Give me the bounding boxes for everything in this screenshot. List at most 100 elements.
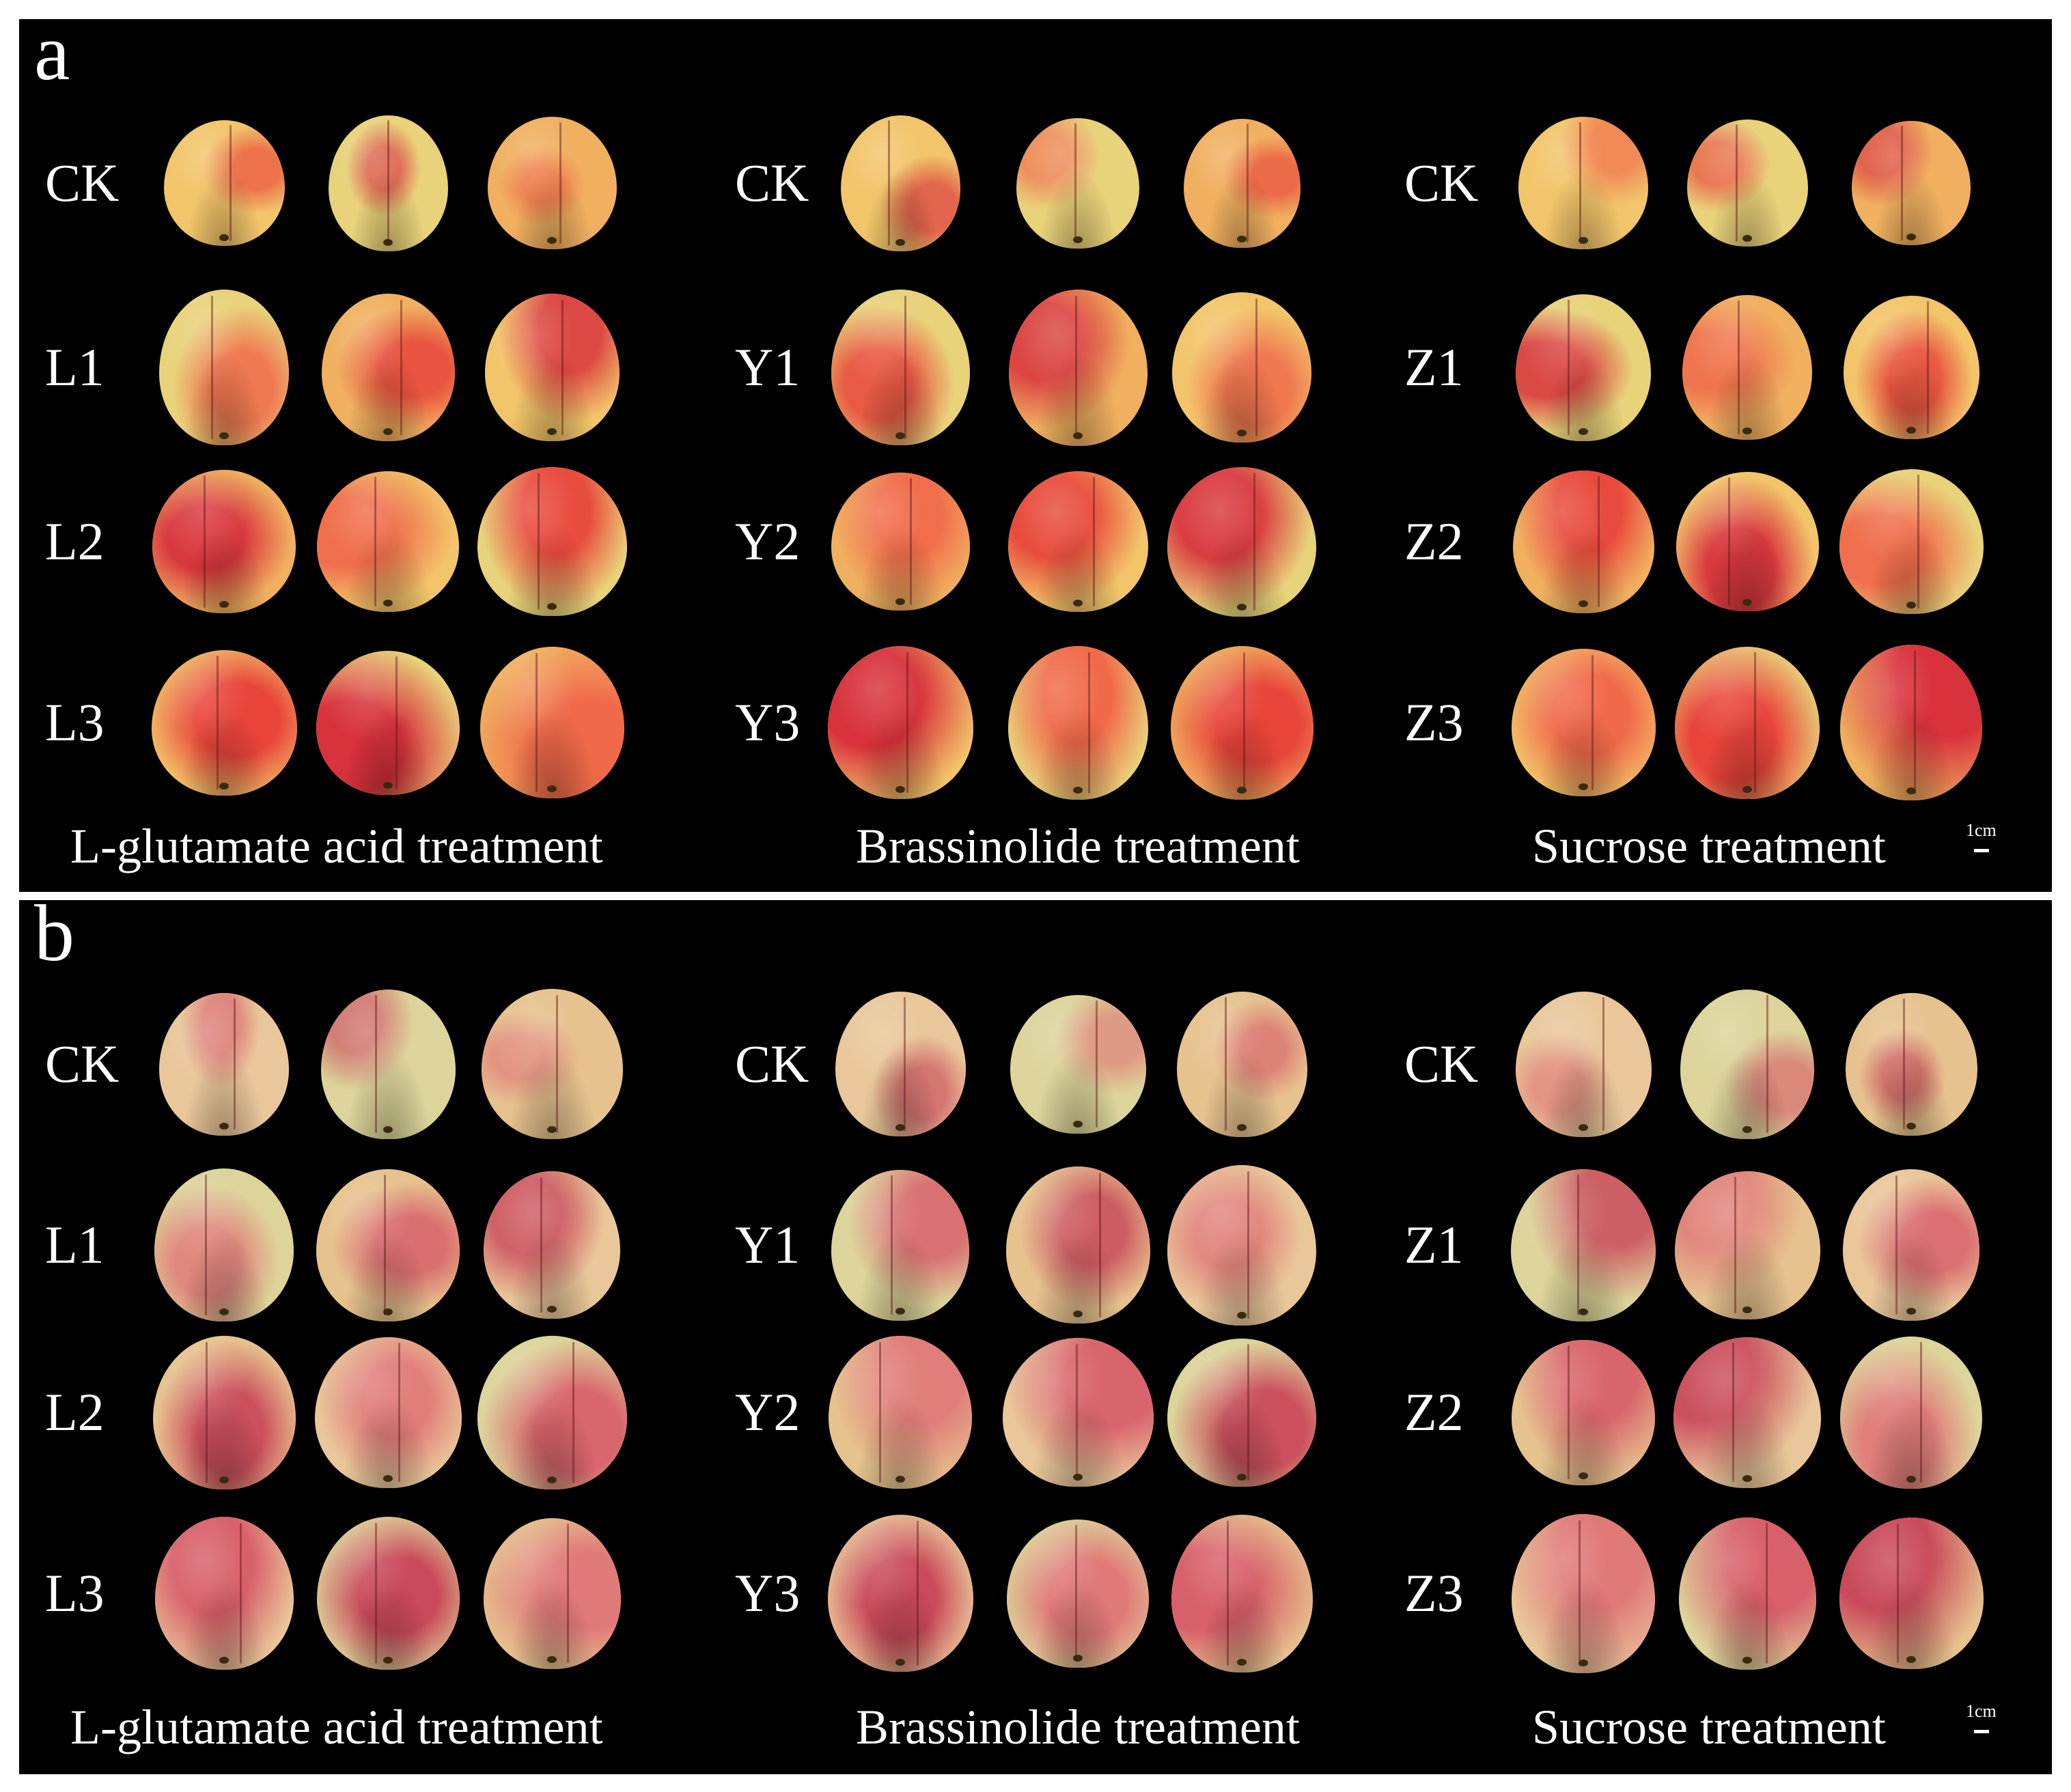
treatment-group: CK L1 L2 L3 L-glutamate acid treatment [19,900,697,1774]
scale-label: 1cm [1966,1701,1997,1721]
peach-fruit [1167,466,1316,617]
treatment-caption: Sucrose treatment [1532,819,1886,873]
peach-fruit [152,470,296,613]
peach-fruit [1839,1517,1984,1669]
peach-fruit [1515,991,1652,1137]
row-label: L3 [45,692,105,752]
peach-fruit [1675,646,1820,799]
peach-fruit [1183,118,1301,248]
peach-fruit [316,650,460,795]
peach-fruit [328,115,448,251]
row-label: L2 [45,1382,105,1442]
row-label: CK [735,1034,809,1093]
peach-fruit [1176,991,1307,1137]
treatment-caption: Brassinolide treatment [856,1700,1300,1754]
peach-fruit [159,992,289,1136]
row-label: CK [1404,1034,1479,1093]
treatment-group: CK Y1 Y2 Y3 Brassinolide treatment [709,19,1387,892]
panel-b: b CK L1 L2 L3 L-glutamate acid treatment CK Y1… [19,900,2052,1774]
peach-fruit [1839,469,1984,614]
peach-fruit [1678,1517,1816,1670]
peach-fruit [1016,117,1139,249]
row-label: Y3 [735,692,801,752]
peach-fruit [1005,1166,1150,1324]
peach-fruit [1516,294,1651,441]
peach-fruit [481,989,623,1139]
peach-fruit [1008,289,1148,446]
peach-fruit [484,294,620,441]
treatment-group: CK Z1 Z2 Z3 Sucrose treatment [1378,19,2052,892]
peach-fruit [1002,1338,1154,1487]
row-label: Z2 [1404,512,1464,571]
peach-fruit [483,1517,621,1669]
peach-fruit [321,294,455,441]
peach-fruit [477,467,627,616]
peach-fruit [154,1168,294,1321]
peach-fruit [827,1515,973,1672]
peach-fruit [1680,989,1814,1139]
row-label: Z1 [1404,1215,1464,1274]
peach-fruit [1007,471,1148,612]
row-label: Z2 [1404,1382,1464,1442]
scale-label: 1cm [1966,820,1997,840]
row-label: Z1 [1404,337,1464,397]
peach-fruit [1843,296,1979,439]
peach-fruit [1686,120,1808,247]
peach-fruit [477,1335,627,1489]
peach-fruit [317,471,459,612]
peach-fruit [1171,1514,1313,1672]
row-label: L2 [45,512,105,571]
row-label: Y2 [735,512,801,571]
treatment-caption: Brassinolide treatment [856,819,1300,873]
peach-fruit [314,1336,462,1488]
peach-fruit [831,473,970,611]
scale-bar [1974,1730,1989,1733]
row-label: Y2 [735,1382,801,1442]
peach-fruit [1840,645,1982,800]
peach-fruit [479,647,624,798]
peach-fruit [1840,1336,1982,1489]
treatment-caption: Sucrose treatment [1532,1700,1886,1754]
peach-fruit [154,1517,294,1670]
peach-fruit [320,989,456,1139]
peach-fruit [827,646,973,799]
treatment-group: CK Z1 Z2 Z3 Sucrose treatment [1378,900,2052,1774]
peach-fruit [1172,292,1311,443]
peach-fruit [1511,1168,1656,1321]
scale-bar [1974,849,1989,852]
peach-fruit [1845,992,1977,1136]
peach-fruit [1682,295,1812,440]
row-label: Y1 [735,337,801,397]
peach-fruit [1676,472,1819,611]
row-label: Z3 [1404,692,1464,752]
peach-fruit [1010,994,1146,1134]
peach-fruit [1673,1336,1821,1488]
peach-fruit [831,1169,969,1321]
peach-fruit [1512,470,1654,613]
treatment-caption: L-glutamate acid treatment [70,819,603,873]
peach-fruit [151,649,297,796]
peach-fruit [316,1168,460,1321]
peach-fruit [1511,649,1656,796]
row-label: CK [45,1034,120,1093]
peach-fruit [1518,117,1648,249]
row-label: L1 [45,1215,105,1274]
peach-fruit [163,120,285,246]
peach-fruit [1167,1164,1316,1326]
row-label: CK [1404,153,1479,212]
peach-fruit [840,115,960,251]
peach-fruit [831,290,970,445]
peach-fruit [1843,1169,1979,1321]
row-label: L3 [45,1563,105,1623]
treatment-group: CK Y1 Y2 Y3 Brassinolide treatment [709,900,1387,1774]
peach-fruit [829,1336,972,1489]
row-label: CK [735,153,809,212]
row-label: L1 [45,337,105,397]
row-label: Z3 [1404,1563,1464,1623]
peach-fruit [1007,1519,1149,1668]
row-label: Y1 [735,1215,801,1274]
peach-fruit [484,1171,620,1319]
peach-fruit [1674,1171,1820,1319]
peach-fruit [487,117,617,249]
peach-fruit [159,290,289,445]
